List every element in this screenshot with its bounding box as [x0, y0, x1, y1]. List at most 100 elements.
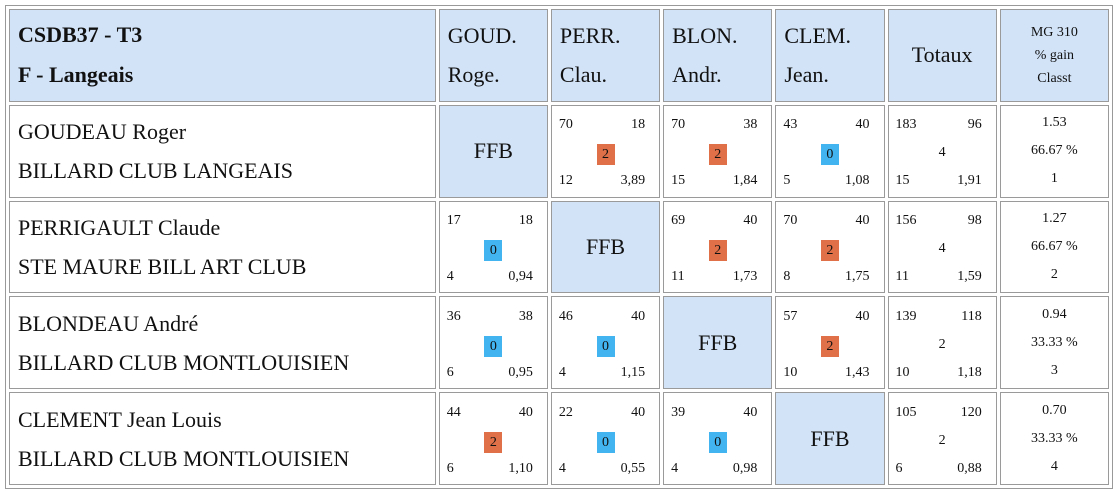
column-header-line2: Roge. [447, 62, 500, 88]
match-target: 18 [631, 117, 646, 133]
column-header-totaux: Totaux [887, 9, 997, 102]
player-cell: PERRIGAULT Claude STE MAURE BILL ART CLUB [9, 200, 436, 294]
match-result-badge: 2 [820, 335, 839, 357]
player-club: STE MAURE BILL ART CLUB [18, 253, 307, 279]
totals-cell: 139 118 2 10 1,18 [887, 296, 997, 390]
column-header-blon: BLON. Andr. [663, 9, 773, 102]
total-points: 105 [895, 404, 917, 420]
total-innings: 11 [895, 268, 910, 284]
total-average: 0,88 [957, 460, 982, 476]
total-innings: 15 [895, 173, 910, 189]
mg-cell: 0.70 33.33 % 4 [999, 392, 1109, 485]
match-average: 3,89 [620, 173, 646, 189]
mg-win-percent: 33.33 % [1031, 430, 1078, 446]
player-name: GOUDEAU Roger [18, 119, 187, 145]
match-cell: 39 40 0 4 0,98 [663, 392, 773, 485]
mg-value: 0.70 [1042, 402, 1067, 418]
match-innings: 4 [671, 460, 679, 476]
match-target: 40 [631, 308, 646, 324]
match-innings: 10 [783, 364, 798, 380]
competition-name: CSDB37 - T3 [18, 22, 143, 48]
match-cell: 70 40 2 8 1,75 [775, 200, 885, 294]
match-points: 70 [671, 117, 686, 133]
match-points: 22 [558, 404, 573, 420]
ffb-cell: FFB [663, 296, 773, 390]
match-target: 40 [855, 117, 870, 133]
match-average: 1,84 [732, 173, 758, 189]
competition-title: CSDB37 - T3 F - Langeais [9, 9, 436, 102]
match-cell: 70 18 2 12 3,89 [550, 104, 661, 198]
player-name: PERRIGAULT Claude [18, 214, 221, 240]
match-target: 40 [743, 212, 758, 228]
column-header-line1: PERR. [559, 23, 621, 49]
match-points: 17 [446, 212, 461, 228]
match-cell: 17 18 0 4 0,94 [438, 200, 548, 294]
ffb-cell: FFB [438, 104, 548, 198]
total-target: 120 [960, 404, 982, 420]
total-points: 139 [895, 308, 917, 324]
match-cell: 46 40 0 4 1,15 [550, 296, 661, 390]
match-innings: 12 [558, 173, 573, 189]
match-cell: 36 38 0 6 0,95 [438, 296, 548, 390]
match-innings: 11 [671, 268, 685, 284]
match-average: 0,94 [508, 268, 533, 284]
match-target: 38 [743, 117, 758, 133]
column-header-line1: GOUD. [447, 23, 517, 49]
match-result-badge: 2 [708, 239, 727, 261]
total-average: 1,91 [957, 173, 982, 189]
match-average: 0,95 [508, 364, 533, 380]
match-target: 40 [743, 404, 758, 420]
player-name: CLEMENT Jean Louis [18, 406, 222, 432]
total-target: 96 [967, 117, 982, 133]
match-target: 40 [855, 308, 870, 324]
player-row: PERRIGAULT Claude STE MAURE BILL ART CLUB… [9, 200, 1109, 294]
player-name: BLONDEAU André [18, 310, 199, 336]
mg-win-percent: 33.33 % [1031, 334, 1078, 350]
match-points: 39 [671, 404, 686, 420]
total-result: 2 [938, 336, 946, 352]
column-header-goud: GOUD. Roge. [438, 9, 548, 102]
match-result-badge: 0 [484, 239, 503, 261]
mg-rank: 2 [1050, 266, 1058, 282]
total-result: 2 [938, 432, 946, 448]
match-points: 70 [783, 212, 798, 228]
results-table: CSDB37 - T3 F - Langeais GOUD. Roge. PER… [5, 5, 1113, 489]
player-row: GOUDEAU Roger BILLARD CLUB LANGEAIS FFB 70 1… [9, 104, 1109, 198]
column-header-perr: PERR. Clau. [550, 9, 661, 102]
match-points: 46 [558, 308, 573, 324]
player-club: BILLARD CLUB LANGEAIS [18, 158, 293, 184]
player-cell: BLONDEAU André BILLARD CLUB MONTLOUISIEN [9, 296, 436, 390]
match-result-badge: 0 [708, 431, 727, 453]
mg-win-percent: 66.67 % [1031, 238, 1078, 254]
mg-win-percent: 66.67 % [1031, 143, 1078, 159]
player-club: BILLARD CLUB MONTLOUISIEN [18, 349, 350, 375]
ffb-cell: FFB [550, 200, 661, 294]
player-club: BILLARD CLUB MONTLOUISIEN [18, 445, 350, 471]
column-header-mg: MG 310 % gain Classt [999, 9, 1109, 102]
mg-value: 1.53 [1042, 115, 1067, 131]
match-target: 40 [518, 404, 533, 420]
mg-header-line1: MG 310 [1030, 24, 1078, 40]
competition-location: F - Langeais [18, 62, 134, 88]
column-header-line2: Jean. [784, 62, 829, 88]
match-cell: 22 40 0 4 0,55 [550, 392, 661, 485]
match-average: 1,43 [845, 364, 870, 380]
column-header-line1: CLEM. [784, 23, 851, 49]
total-result: 4 [938, 240, 946, 256]
mg-cell: 0.94 33.33 % 3 [999, 296, 1109, 390]
match-cell: 43 40 0 5 1,08 [775, 104, 885, 198]
mg-cell: 1.53 66.67 % 1 [999, 104, 1109, 198]
header-row: CSDB37 - T3 F - Langeais GOUD. Roge. PER… [9, 9, 1109, 102]
match-result-badge: 2 [484, 431, 503, 453]
total-innings: 6 [895, 460, 903, 476]
match-average: 1,10 [508, 460, 533, 476]
match-points: 57 [783, 308, 798, 324]
total-innings: 10 [895, 364, 910, 380]
totals-cell: 156 98 4 11 1,59 [887, 200, 997, 294]
column-header-clem: CLEM. Jean. [775, 9, 885, 102]
mg-cell: 1.27 66.67 % 2 [999, 200, 1109, 294]
match-points: 70 [558, 117, 573, 133]
match-target: 40 [631, 404, 646, 420]
match-result-badge: 0 [820, 144, 839, 166]
